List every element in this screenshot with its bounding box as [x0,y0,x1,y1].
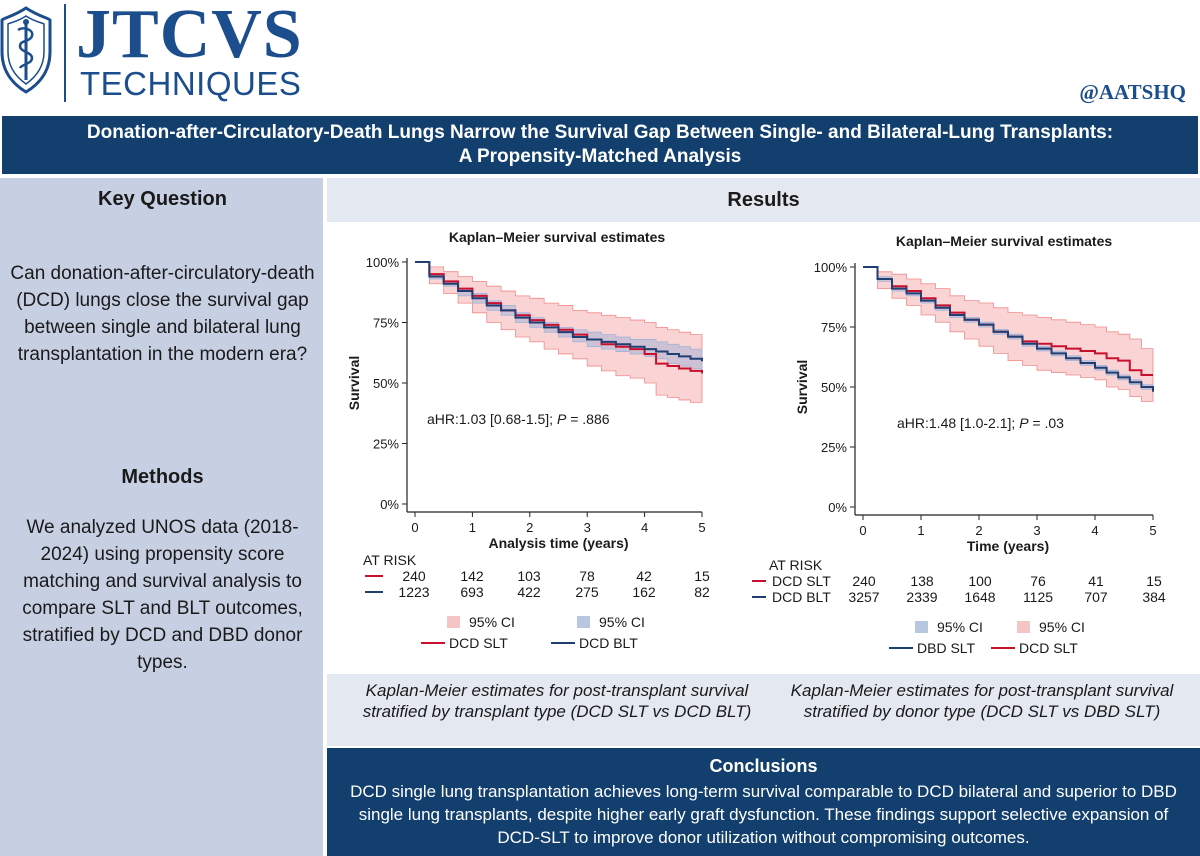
journal-logo-subtitle: TECHNIQUES [80,65,302,102]
charts-area: Kaplan–Meier survival estimates 0% 25% 50% 7… [327,222,1200,674]
right-x-axis-label: Time (years) [967,538,1049,554]
right-x-tick-label: 5 [1149,523,1156,538]
right-y-tick-label: 0% [828,500,847,515]
left-legend-ci-label: 95% CI [599,614,645,630]
left-y-tick-label: 25% [373,437,399,452]
left-legend-line-label: DCD SLT [449,635,508,651]
social-handle: @AATSHQ [1079,80,1186,104]
left-y-tick-label: 50% [373,376,399,391]
right-at-risk-count: 240 [852,573,876,589]
left-hazard-ratio-annotation: aHR:1.03 [0.68-1.5]; P = .886 [427,411,610,427]
right-y-tick-label: 25% [821,440,847,455]
left-at-risk-count: 275 [575,584,599,600]
left-y-tick-label: 0% [380,497,399,512]
logo-divider [64,4,66,102]
left-x-tick-label: 2 [526,520,533,535]
results-heading: Results [327,178,1200,222]
key-question-text: Can donation-after-circulatory-death (DC… [10,263,315,365]
right-hazard-ratio-annotation: aHR:1.48 [1.0-2.1]; P = .03 [897,415,1064,431]
left-at-risk-count: 1223 [398,584,429,600]
key-question-heading: Key Question [98,188,227,210]
right-legend-ci-label: 95% CI [937,619,983,635]
right-legend-line-label: DCD SLT [1019,640,1078,656]
left-legend-ci-label: 95% CI [469,614,515,630]
right-at-risk-count: 138 [910,573,934,589]
right-y-tick-label: 50% [821,380,847,395]
left-chart-title: Kaplan–Meier survival estimates [449,229,666,245]
left-legend-ci-swatch [577,616,590,628]
right-legend-ci-label: 95% CI [1039,619,1085,635]
left-at-risk-count: 162 [632,584,656,600]
left-panel: Key Question Can donation-after-circulat… [0,178,325,856]
title-line-1: Donation-after-Circulatory-Death Lungs N… [86,122,1114,143]
right-at-risk-count: 1648 [964,589,995,605]
right-at-risk-count: 2339 [906,589,937,605]
right-at-risk-count: 41 [1088,573,1104,589]
left-at-risk-count: 82 [694,584,710,600]
left-at-risk-count: 142 [460,568,484,584]
right-at-risk-count: 15 [1146,573,1162,589]
caduceus-shield-icon [0,6,52,94]
title-line-2: A Propensity-Matched Analysis [458,146,742,167]
right-chart-title: Kaplan–Meier survival estimates [896,233,1113,249]
left-at-risk-label: AT RISK [363,552,417,568]
left-at-risk-count: 78 [579,568,595,584]
right-at-risk-count: 76 [1030,573,1046,589]
left-y-tick-label: 75% [373,316,399,331]
right-at-risk-count: 707 [1084,589,1108,605]
journal-logo-text: JTCVS [76,0,303,73]
conclusions-heading: Conclusions [709,756,818,776]
right-at-risk-row-name: DCD BLT [772,589,831,605]
conclusions-panel: Conclusions DCD single lung transplantat… [327,748,1200,856]
right-legend-line-label: DBD SLT [917,640,976,656]
left-x-tick-label: 3 [584,520,591,535]
right-at-risk-row-name: DCD SLT [772,573,831,589]
right-at-risk-label: AT RISK [769,557,823,573]
methods-heading: Methods [121,466,204,488]
right-x-tick-label: 4 [1091,523,1098,538]
left-x-tick-label: 0 [411,520,418,535]
left-x-tick-label: 5 [698,520,705,535]
right-at-risk-count: 384 [1142,589,1166,605]
captions-band: Kaplan-Meier estimates for post-transpla… [327,674,1200,746]
page-title: Donation-after-Circulatory-Death Lungs N… [20,121,1180,169]
left-survival-line-dcd-blt [415,261,703,362]
header: JTCVS TECHNIQUES @AATSHQ [0,0,1200,112]
left-at-risk-count: 103 [517,568,541,584]
km-charts-svg: Kaplan–Meier survival estimates0%25%50%7… [346,229,1166,656]
title-bar: Donation-after-Circulatory-Death Lungs N… [0,114,1200,176]
caption-right: Kaplan-Meier estimates for post-transpla… [790,681,1174,721]
right-survival-line-dbd-slt [863,266,1154,392]
conclusions-text: DCD single lung transplantation achieves… [350,782,1177,847]
left-legend-ci-swatch [447,616,460,628]
right-y-tick-label: 75% [821,320,847,335]
right-legend-ci-swatch [1017,621,1030,633]
right-y-axis-label: Survival [794,360,810,414]
left-x-axis-label: Analysis time (years) [488,535,628,551]
right-at-risk-count: 3257 [848,589,879,605]
right-legend-ci-swatch [915,621,928,633]
right-at-risk-count: 1125 [1023,589,1053,605]
right-at-risk-count: 100 [968,573,992,589]
left-at-risk-count: 15 [694,568,710,584]
left-y-axis-label: Survival [346,356,362,410]
right-x-tick-label: 0 [859,523,866,538]
left-survival-line-dcd-slt [415,261,703,374]
right-x-tick-label: 2 [975,523,982,538]
right-x-tick-label: 3 [1033,523,1040,538]
left-at-risk-count: 42 [636,568,652,584]
right-x-tick-label: 1 [917,523,924,538]
left-x-tick-label: 4 [641,520,648,535]
left-at-risk-count: 240 [402,568,426,584]
left-x-tick-label: 1 [469,520,476,535]
methods-text: We analyzed UNOS data (2018-2024) using … [22,517,303,673]
caption-left: Kaplan-Meier estimates for post-transpla… [362,681,752,721]
left-legend-line-label: DCD BLT [579,635,638,651]
left-at-risk-count: 693 [460,584,484,600]
left-y-tick-label: 100% [366,255,400,270]
left-at-risk-count: 422 [517,584,541,600]
right-y-tick-label: 100% [814,260,848,275]
